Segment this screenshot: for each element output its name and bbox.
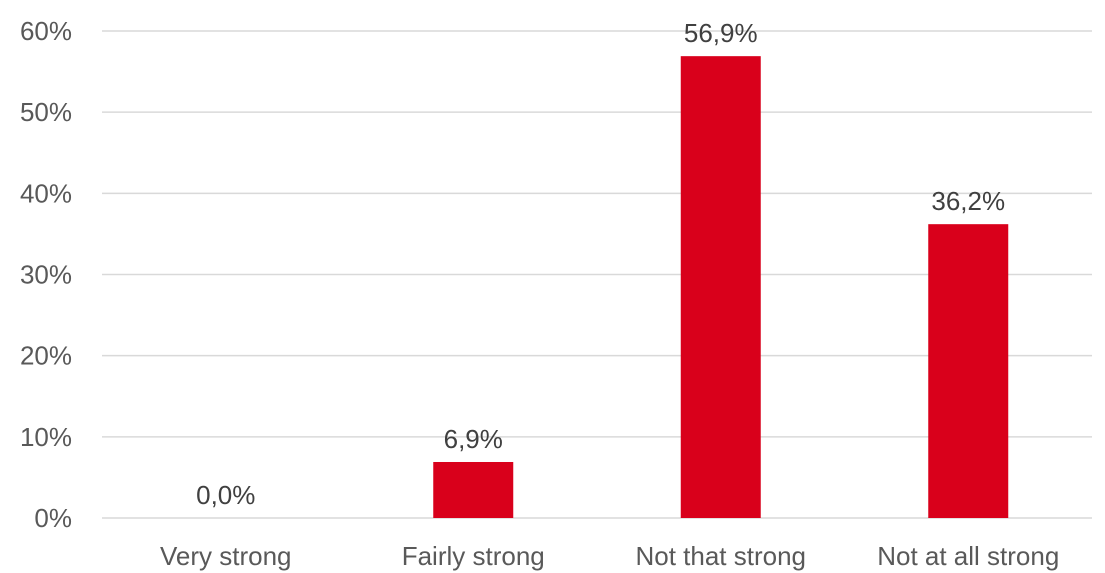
- x-category-label: Not at all strong: [877, 541, 1059, 571]
- x-category-label: Fairly strong: [402, 541, 545, 571]
- bar-fairly-strong: [433, 461, 514, 518]
- x-category-label: Very strong: [160, 541, 292, 571]
- y-tick-label: 40%: [20, 178, 72, 208]
- y-tick-label: 60%: [20, 16, 72, 46]
- y-tick-label: 0%: [34, 503, 72, 533]
- data-label: 36,2%: [931, 186, 1005, 216]
- data-label: 6,9%: [444, 424, 503, 454]
- y-tick-label: 10%: [20, 422, 72, 452]
- y-tick-label: 30%: [20, 260, 72, 290]
- bar-not-at-all-strong: [928, 224, 1009, 518]
- y-tick-label: 50%: [20, 97, 72, 127]
- x-category-label: Not that strong: [635, 541, 806, 571]
- data-label: 56,9%: [684, 18, 758, 48]
- bar-not-that-strong: [680, 56, 761, 518]
- data-label: 0,0%: [196, 480, 255, 510]
- y-tick-label: 20%: [20, 341, 72, 371]
